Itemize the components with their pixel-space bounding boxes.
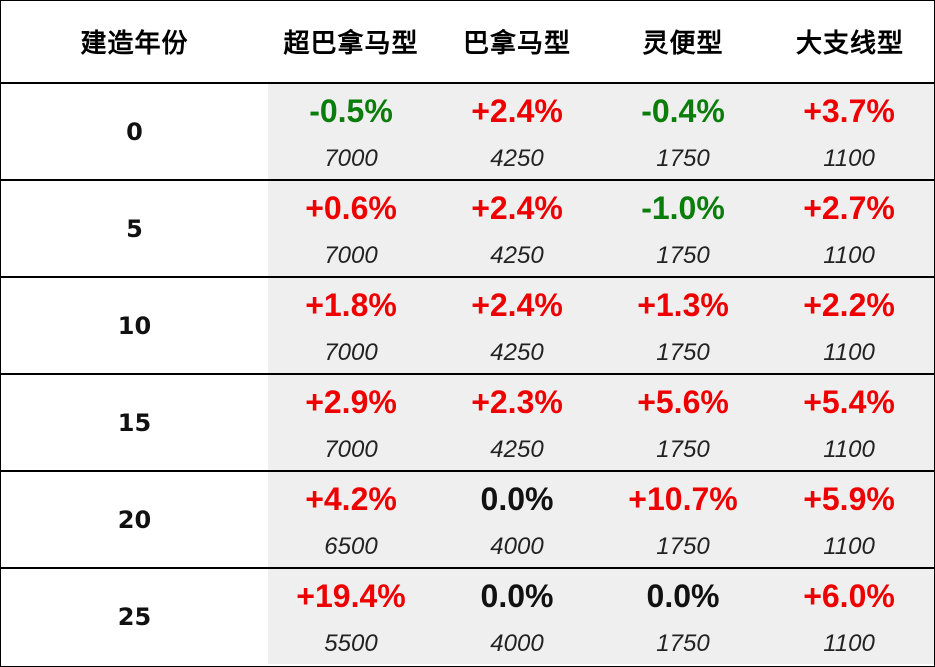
header-handy: 灵便型: [642, 29, 724, 59]
percent-change: -0.4%: [641, 93, 725, 129]
price-value: 4000: [490, 630, 544, 657]
data-cells: +4.2% 6500 0.0% 4000 +10.7% 1750 +5.9% 1100: [268, 472, 934, 567]
build-year-cell: 25: [117, 602, 152, 631]
percent-change: +2.4%: [471, 287, 563, 323]
build-year-cell: 0: [126, 117, 143, 146]
cell-post-panamax: +2.9% 7000: [268, 375, 434, 470]
table-row: 15 +2.9% 7000 +2.3% 4250 +5.6% 1750 +5.4% 1100: [1, 375, 934, 472]
table-row: 10 +1.8% 7000 +2.4% 4250 +1.3% 1750 +2.2% 1100: [1, 278, 934, 375]
table-row: 25 +19.4% 5500 0.0% 4000 0.0% 1750 +6.0% 1100: [1, 569, 934, 664]
percent-change: +6.0%: [803, 578, 895, 614]
data-cells: +19.4% 5500 0.0% 4000 0.0% 1750 +6.0% 1100: [268, 569, 934, 664]
price-value: 4250: [490, 145, 544, 172]
percent-change: +1.8%: [305, 287, 397, 323]
cell-handy: +10.7% 1750: [600, 472, 766, 567]
percent-change: -0.5%: [309, 93, 393, 129]
build-year-cell: 10: [117, 311, 152, 340]
price-value: 1750: [656, 339, 710, 366]
percent-change: +19.4%: [296, 578, 406, 614]
price-value: 1750: [656, 145, 710, 172]
price-value: 1750: [656, 242, 710, 269]
price-value: 7000: [324, 436, 378, 463]
price-value: 1100: [823, 533, 875, 560]
percent-change: +4.2%: [305, 481, 397, 517]
cell-feeder-max: +3.7% 1100: [766, 84, 932, 179]
percent-change: +5.4%: [803, 384, 895, 420]
percent-change: +5.6%: [637, 384, 729, 420]
price-value: 1100: [823, 145, 875, 172]
cell-panamax: +2.3% 4250: [434, 375, 600, 470]
percent-change: +5.9%: [803, 481, 895, 517]
percent-change: +0.6%: [305, 190, 397, 226]
cell-panamax: 0.0% 4000: [434, 569, 600, 664]
price-value: 1100: [823, 630, 875, 657]
price-value: 1750: [656, 533, 710, 560]
price-value: 1100: [823, 436, 875, 463]
cell-post-panamax: -0.5% 7000: [268, 84, 434, 179]
cell-feeder-max: +6.0% 1100: [766, 569, 932, 664]
percent-change: +2.9%: [305, 384, 397, 420]
data-cells: -0.5% 7000 +2.4% 4250 -0.4% 1750 +3.7% 1100: [268, 84, 934, 179]
table-header: 建造年份 超巴拿马型 巴拿马型 灵便型 大支线型: [1, 1, 934, 84]
cell-feeder-max: +2.7% 1100: [766, 181, 932, 276]
build-year-cell: 15: [117, 408, 152, 437]
cell-handy: -1.0% 1750: [600, 181, 766, 276]
price-value: 7000: [324, 145, 378, 172]
cell-panamax: +2.4% 4250: [434, 278, 600, 373]
price-value: 6500: [324, 533, 378, 560]
table-row: 0 -0.5% 7000 +2.4% 4250 -0.4% 1750 +3.7% 1100: [1, 84, 934, 181]
price-value: 4250: [490, 242, 544, 269]
cell-handy: +5.6% 1750: [600, 375, 766, 470]
price-value: 5500: [324, 630, 378, 657]
percent-change: +2.2%: [803, 287, 895, 323]
price-value: 4000: [490, 533, 544, 560]
price-value: 1750: [656, 436, 710, 463]
cell-feeder-max: +5.4% 1100: [766, 375, 932, 470]
build-year-cell: 20: [117, 505, 152, 534]
price-value: 1750: [656, 630, 710, 657]
percent-change: +2.4%: [471, 93, 563, 129]
percent-change: 0.0%: [480, 481, 554, 517]
cell-feeder-max: +2.2% 1100: [766, 278, 932, 373]
percent-change: +10.7%: [628, 481, 738, 517]
price-value: 4250: [490, 436, 544, 463]
percent-change: 0.0%: [646, 578, 720, 614]
price-value: 7000: [324, 242, 378, 269]
percent-change: +3.7%: [803, 93, 895, 129]
percent-change: +1.3%: [637, 287, 729, 323]
cell-post-panamax: +19.4% 5500: [268, 569, 434, 664]
header-feeder-max: 大支线型: [795, 29, 904, 59]
percent-change: 0.0%: [480, 578, 554, 614]
data-cells: +2.9% 7000 +2.3% 4250 +5.6% 1750 +5.4% 1100: [268, 375, 934, 470]
percent-change: +2.7%: [803, 190, 895, 226]
cell-panamax: 0.0% 4000: [434, 472, 600, 567]
cell-handy: 0.0% 1750: [600, 569, 766, 664]
header-panamax: 巴拿马型: [462, 29, 571, 59]
header-build-year: 建造年份: [80, 29, 189, 59]
price-value: 7000: [324, 339, 378, 366]
table-row: 20 +4.2% 6500 0.0% 4000 +10.7% 1750 +5.9% 1100: [1, 472, 934, 569]
percent-change: -1.0%: [641, 190, 725, 226]
cell-post-panamax: +4.2% 6500: [268, 472, 434, 567]
table-row: 5 +0.6% 7000 +2.4% 4250 -1.0% 1750 +2.7% 1100: [1, 181, 934, 278]
build-year-cell: 5: [126, 214, 143, 243]
percent-change: +2.4%: [471, 190, 563, 226]
cell-panamax: +2.4% 4250: [434, 181, 600, 276]
price-value: 4250: [490, 339, 544, 366]
cell-post-panamax: +1.8% 7000: [268, 278, 434, 373]
cell-handy: +1.3% 1750: [600, 278, 766, 373]
cell-feeder-max: +5.9% 1100: [766, 472, 932, 567]
price-value: 1100: [823, 242, 875, 269]
cell-handy: -0.4% 1750: [600, 84, 766, 179]
cell-post-panamax: +0.6% 7000: [268, 181, 434, 276]
price-value: 1100: [823, 339, 875, 366]
header-post-panamax: 超巴拿马型: [283, 29, 419, 59]
data-cells: +0.6% 7000 +2.4% 4250 -1.0% 1750 +2.7% 1100: [268, 181, 934, 276]
data-cells: +1.8% 7000 +2.4% 4250 +1.3% 1750 +2.2% 1100: [268, 278, 934, 373]
percent-change: +2.3%: [471, 384, 563, 420]
cell-panamax: +2.4% 4250: [434, 84, 600, 179]
